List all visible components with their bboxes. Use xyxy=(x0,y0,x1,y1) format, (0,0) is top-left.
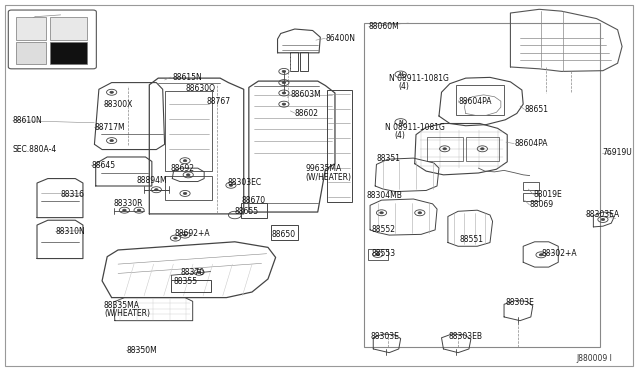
Text: 88551: 88551 xyxy=(460,235,483,244)
Text: 88610N: 88610N xyxy=(13,116,42,125)
Text: 88767: 88767 xyxy=(206,97,230,106)
Bar xyxy=(456,85,504,115)
Circle shape xyxy=(197,271,201,273)
Text: 88603M: 88603M xyxy=(291,90,321,99)
Text: 88670: 88670 xyxy=(241,196,266,205)
Bar xyxy=(50,17,87,40)
Circle shape xyxy=(110,91,113,93)
Text: 88300X: 88300X xyxy=(104,100,133,109)
Bar xyxy=(466,137,499,161)
Bar xyxy=(271,225,298,240)
Circle shape xyxy=(282,81,285,84)
Text: 88552: 88552 xyxy=(372,225,396,234)
Circle shape xyxy=(138,209,141,211)
Bar xyxy=(300,52,308,71)
Text: 88355: 88355 xyxy=(173,278,198,286)
Text: 88350M: 88350M xyxy=(126,346,157,355)
Bar xyxy=(367,249,388,260)
Text: N 08911-1081G: N 08911-1081G xyxy=(389,74,449,83)
Bar xyxy=(16,17,46,40)
Bar xyxy=(523,182,539,190)
Text: 88316: 88316 xyxy=(61,190,84,199)
Text: 88310N: 88310N xyxy=(56,227,85,236)
Text: 86400N: 86400N xyxy=(325,34,355,43)
Text: (4): (4) xyxy=(398,82,409,91)
Circle shape xyxy=(229,184,233,186)
Text: 88330R: 88330R xyxy=(113,199,143,208)
Text: N: N xyxy=(398,72,403,77)
Circle shape xyxy=(282,103,285,105)
Bar xyxy=(50,42,87,64)
Circle shape xyxy=(376,253,380,256)
Circle shape xyxy=(183,192,187,195)
Text: 88604PA: 88604PA xyxy=(458,97,492,106)
Text: 88302+A: 88302+A xyxy=(541,249,577,258)
Circle shape xyxy=(173,237,177,239)
Text: 76919U: 76919U xyxy=(602,148,632,157)
Circle shape xyxy=(540,254,543,256)
Text: 88630Q: 88630Q xyxy=(185,84,215,93)
Circle shape xyxy=(183,160,187,162)
Bar xyxy=(291,52,298,71)
Bar xyxy=(523,193,539,201)
Circle shape xyxy=(282,70,285,73)
Text: 88303EA: 88303EA xyxy=(586,210,620,219)
Circle shape xyxy=(110,140,113,142)
Bar xyxy=(16,42,46,64)
Text: 88304MB: 88304MB xyxy=(366,191,402,200)
Bar xyxy=(164,91,212,171)
Circle shape xyxy=(123,209,126,211)
Bar xyxy=(164,176,212,200)
Text: (W/HEATER): (W/HEATER) xyxy=(306,173,351,182)
Text: 88351: 88351 xyxy=(376,154,401,163)
Text: 88303EB: 88303EB xyxy=(449,332,483,341)
Circle shape xyxy=(154,189,158,191)
Text: N: N xyxy=(398,119,403,125)
Text: (W/HEATER): (W/HEATER) xyxy=(104,309,150,318)
Text: 88692+A: 88692+A xyxy=(174,229,210,238)
Text: 88019E: 88019E xyxy=(533,190,562,199)
Text: 88604PA: 88604PA xyxy=(515,139,548,148)
Text: 88602: 88602 xyxy=(295,109,319,118)
Text: 88335MA: 88335MA xyxy=(104,301,140,310)
FancyBboxPatch shape xyxy=(8,10,97,69)
Text: 88303E: 88303E xyxy=(371,332,399,341)
Text: 88069: 88069 xyxy=(529,201,554,209)
Circle shape xyxy=(282,92,285,94)
Bar xyxy=(241,203,267,218)
Text: (4): (4) xyxy=(394,131,405,140)
Text: 99635MA: 99635MA xyxy=(306,164,342,173)
Text: 88650: 88650 xyxy=(271,230,295,239)
Bar xyxy=(326,90,352,202)
Text: 88303E: 88303E xyxy=(506,298,535,307)
Text: 88553: 88553 xyxy=(372,249,396,258)
Text: 88894M: 88894M xyxy=(136,176,167,185)
Circle shape xyxy=(418,212,422,214)
Text: SEC.880A-4: SEC.880A-4 xyxy=(13,145,57,154)
Text: 88717M: 88717M xyxy=(95,123,125,132)
Circle shape xyxy=(183,234,187,236)
Bar xyxy=(364,23,600,347)
Text: 88651: 88651 xyxy=(524,105,548,114)
Text: 88655: 88655 xyxy=(235,207,259,216)
Text: 88060M: 88060M xyxy=(369,22,399,31)
Circle shape xyxy=(601,218,605,221)
Text: N 08911-1081G: N 08911-1081G xyxy=(385,123,445,132)
Circle shape xyxy=(380,212,383,214)
Text: 88370: 88370 xyxy=(180,268,205,277)
Circle shape xyxy=(443,148,447,150)
Text: 88645: 88645 xyxy=(92,161,115,170)
Text: 88692: 88692 xyxy=(171,164,195,173)
Bar xyxy=(171,280,211,292)
Circle shape xyxy=(186,174,190,176)
Circle shape xyxy=(481,148,484,150)
Text: 88615N: 88615N xyxy=(173,73,203,81)
Text: 88303EC: 88303EC xyxy=(227,178,261,187)
Bar xyxy=(428,137,463,161)
Text: J880009 I: J880009 I xyxy=(577,354,612,363)
